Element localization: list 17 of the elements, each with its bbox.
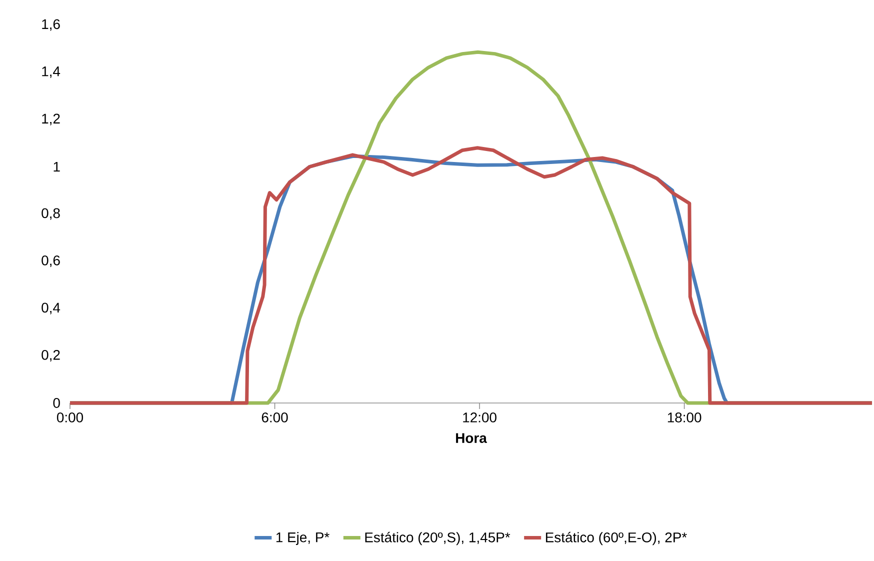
legend-label: Estático (20º,S), 1,45P* [365,532,510,546]
x-tick-label: 18:00 [668,412,702,422]
y-tick-label: 1,6 [42,19,60,31]
y-tick-label: 0,8 [42,208,60,220]
y-tick-label: 0,6 [42,255,60,268]
y-tick-label: 0 [53,398,60,408]
x-axis-title: Hora [456,433,487,443]
y-tick-label: 1,2 [42,114,60,126]
x-tick-label: 6:00 [262,412,288,422]
x-tick-label: 12:00 [463,412,496,422]
x-tick-label: 0:00 [56,412,84,422]
y-tick-label: 1,4 [42,66,60,78]
y-tick-label: 1 [54,162,60,172]
y-tick-label: 0,4 [42,302,60,314]
legend-label: Estático (60º,E-O), 2P* [546,532,687,546]
y-tick-label: 0,2 [42,350,60,362]
legend-label: 1 Eje, P* [276,532,330,546]
